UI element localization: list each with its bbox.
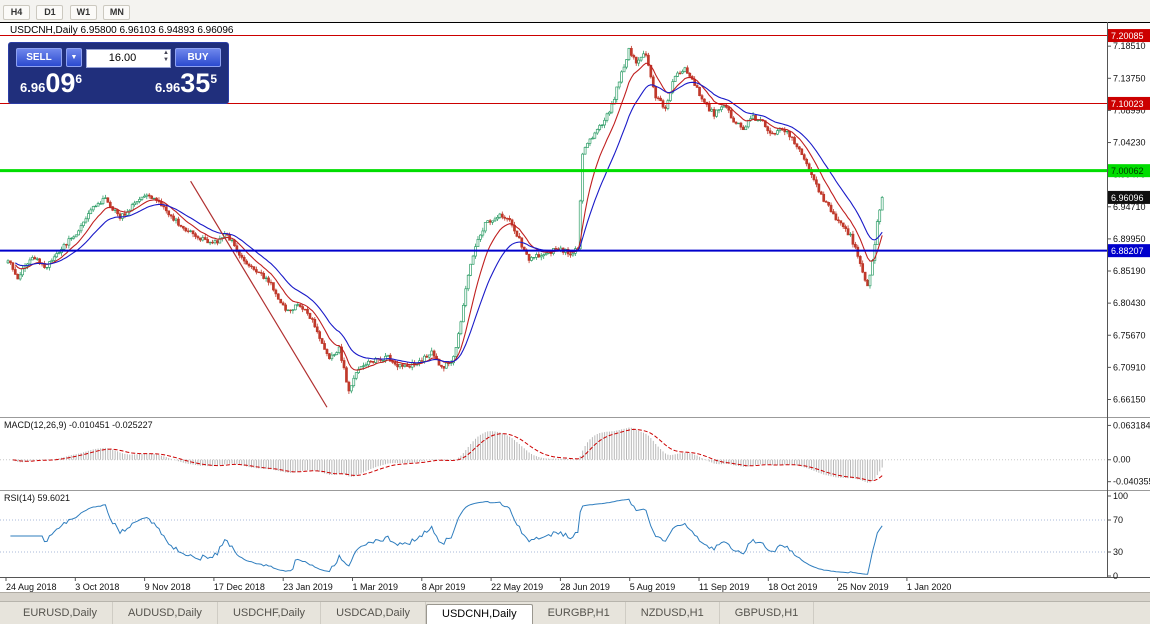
svg-text:30: 30 [1113,547,1123,557]
ask-price[interactable]: 6.96 35 5 [155,68,217,99]
bid-price-pips: 09 [45,68,76,98]
svg-text:28 Jun 2019: 28 Jun 2019 [560,582,610,592]
ask-price-pips: 35 [180,68,211,98]
tab-audusd-daily[interactable]: AUDUSD,Daily [113,602,218,624]
bid-price-point: 6 [75,72,83,86]
timeframe-toolbar: H4 D1 W1 MN [0,0,1150,22]
svg-text:6.66150: 6.66150 [1113,394,1146,404]
volume-input[interactable] [86,48,171,68]
bid-price-base: 6.96 [20,80,46,95]
svg-text:8 Apr 2019: 8 Apr 2019 [422,582,466,592]
tab-usdcnh-daily[interactable]: USDCNH,Daily [426,604,533,624]
svg-text:0: 0 [1113,571,1118,581]
tab-gbpusd-h1[interactable]: GBPUSD,H1 [720,602,815,624]
timeframe-w1-button[interactable]: W1 [69,5,97,20]
tab-usdchf-daily[interactable]: USDCHF,Daily [218,602,322,624]
tab-eurgbp-h1[interactable]: EURGBP,H1 [533,602,626,624]
timeframe-h4-button[interactable]: H4 [3,5,30,20]
svg-text:100: 100 [1113,491,1128,501]
svg-text:1 Jan 2020: 1 Jan 2020 [907,582,952,592]
svg-text:18 Oct 2019: 18 Oct 2019 [768,582,817,592]
hline-price-label [1108,96,1150,110]
svg-text:6.80430: 6.80430 [1113,298,1146,308]
svg-text:11 Sep 2019: 11 Sep 2019 [699,582,749,592]
svg-text:3 Oct 2018: 3 Oct 2018 [75,582,119,592]
svg-text:6.88207: 6.88207 [1111,246,1144,256]
svg-text:6.70910: 6.70910 [1113,362,1146,372]
hline-price-label [1108,244,1150,258]
rsi-line [10,498,883,575]
svg-text:7.18510: 7.18510 [1113,41,1146,51]
svg-text:5 Aug 2019: 5 Aug 2019 [630,582,676,592]
hline-price-label [1108,164,1150,178]
svg-text:6.89950: 6.89950 [1113,234,1146,244]
volume-stepper[interactable]: ▲ ▼ [163,50,169,64]
tab-eurusd-daily[interactable]: EURUSD,Daily [8,602,113,624]
rsi-value: 59.6021 [37,493,71,503]
current-price-label [1108,190,1150,204]
svg-text:22 May 2019: 22 May 2019 [491,582,543,592]
svg-text:7.00062: 7.00062 [1111,166,1144,176]
volume-field-wrap: ▲ ▼ [86,48,171,68]
svg-text:1 Mar 2019: 1 Mar 2019 [353,582,399,592]
ask-price-base: 6.96 [154,80,181,95]
trendline[interactable] [190,180,328,408]
svg-text:7.10023: 7.10023 [1111,99,1144,109]
ma-21-line [15,81,883,364]
svg-text:17 Dec 2018: 17 Dec 2018 [214,582,265,592]
svg-text:7.04230: 7.04230 [1113,138,1146,148]
one-click-trading-panel: SELL ▼ ▲ ▼ BUY 6.96 09 6 6.96 35 5 [8,42,229,104]
svg-text:25 Nov 2019: 25 Nov 2019 [838,582,889,592]
svg-text:7.20085: 7.20085 [1111,31,1144,41]
svg-text:0.00: 0.00 [1113,455,1131,465]
svg-text:6.94710: 6.94710 [1113,202,1146,212]
rsi-indicator-label: RSI(14) 59.6021 [4,493,70,503]
chevron-down-icon: ▼ [70,54,78,61]
tab-nzdusd-h1[interactable]: NZDUSD,H1 [626,602,720,624]
chart-background [0,22,1150,592]
bid-price[interactable]: 6.96 09 6 [20,68,82,99]
macd-values: -0.010451 -0.025227 [69,420,153,430]
bid-ask-row: 6.96 09 6 6.96 35 5 [16,68,221,99]
svg-text:7.13750: 7.13750 [1113,73,1146,83]
svg-text:6.75670: 6.75670 [1113,330,1146,340]
rsi-name: RSI(14) [4,493,36,503]
svg-text:6.96096: 6.96096 [1111,193,1144,203]
svg-text:70: 70 [1113,515,1123,525]
svg-text:24 Aug 2018: 24 Aug 2018 [6,582,57,592]
svg-text:23 Jan 2019: 23 Jan 2019 [283,582,333,592]
svg-text:-0.040355: -0.040355 [1113,477,1150,487]
candles [6,45,884,395]
svg-text:6.85190: 6.85190 [1113,266,1146,276]
svg-text:0.063184: 0.063184 [1113,420,1150,430]
ask-price-point: 5 [210,72,217,86]
ma-10-line [14,62,883,371]
macd-indicator-label: MACD(12,26,9) -0.010451 -0.025227 [4,420,153,430]
timeframe-mn-button[interactable]: MN [103,5,131,20]
macd-signal-line [12,428,883,482]
macd-histogram [9,427,883,483]
chart-title: USDCNH,Daily 6.95800 6.96103 6.94893 6.9… [10,25,234,36]
macd-name: MACD(12,26,9) [4,420,67,430]
sell-button[interactable]: SELL [16,48,62,67]
spinner-down-icon[interactable]: ▼ [163,57,169,63]
symbol-tabbar: EURUSD,Daily AUDUSD,Daily USDCHF,Daily U… [0,601,1150,624]
tab-usdcad-daily[interactable]: USDCAD,Daily [321,602,427,624]
buy-button[interactable]: BUY [175,48,221,67]
hline-price-label [1108,29,1150,43]
spinner-up-icon[interactable]: ▲ [163,50,169,56]
svg-text:9 Nov 2018: 9 Nov 2018 [145,582,191,592]
svg-text:7.08990: 7.08990 [1113,105,1146,115]
timeframe-d1-button[interactable]: D1 [36,5,64,20]
volume-dropdown-button[interactable]: ▼ [66,48,82,67]
trade-controls-row: SELL ▼ ▲ ▼ BUY [16,48,221,68]
